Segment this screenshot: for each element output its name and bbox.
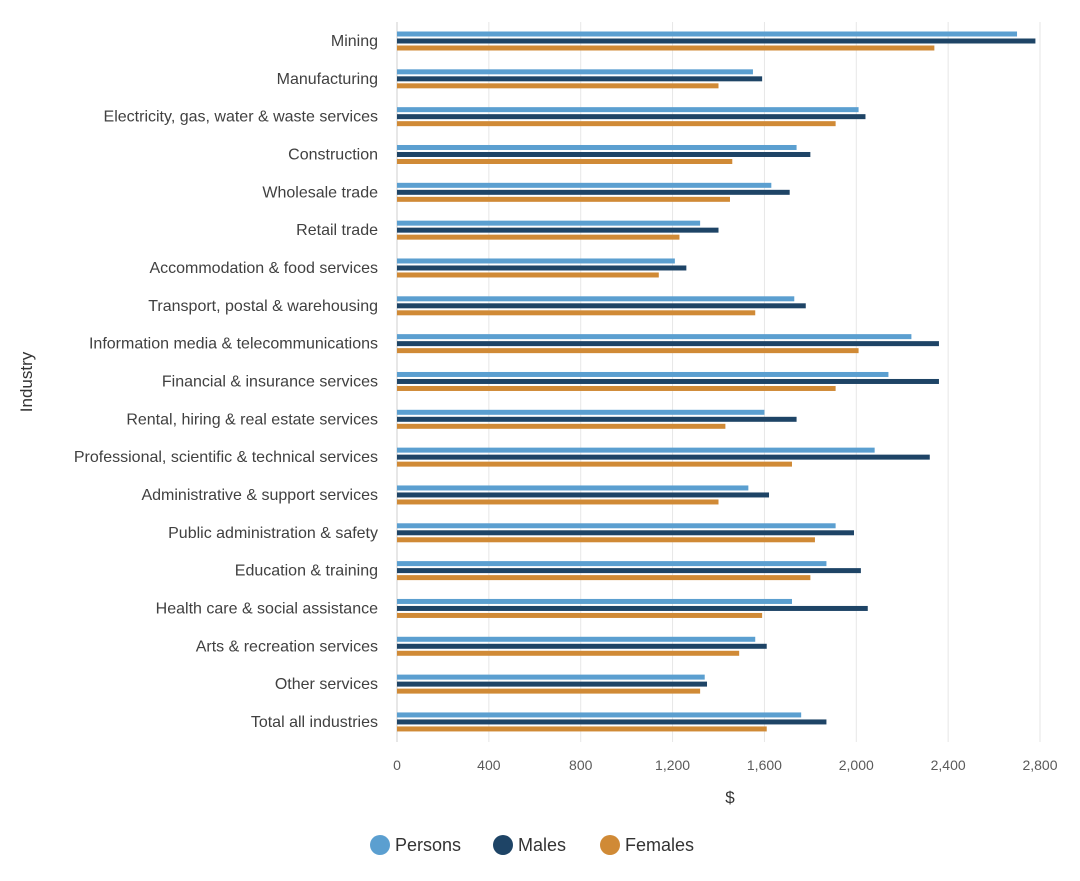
x-tick-label: 2,800 xyxy=(1022,757,1057,773)
bar-persons xyxy=(397,636,756,642)
category-label: Information media & telecommunications xyxy=(89,336,378,353)
x-tick-label: 0 xyxy=(393,757,401,773)
legend-marker-males xyxy=(493,835,513,855)
bar-females xyxy=(397,612,763,618)
bar-females xyxy=(397,234,680,240)
category-label: Rental, hiring & real estate services xyxy=(126,411,378,428)
bar-females xyxy=(397,688,701,694)
bar-females xyxy=(397,272,659,278)
bar-females xyxy=(397,121,836,127)
x-tick-label: 800 xyxy=(569,757,593,773)
category-label: Construction xyxy=(288,146,378,163)
bar-males xyxy=(397,492,770,498)
bar-persons xyxy=(397,107,859,113)
x-tick-label: 1,600 xyxy=(747,757,782,773)
bar-females xyxy=(397,196,730,202)
category-label: Wholesale trade xyxy=(262,184,378,201)
bar-males xyxy=(397,530,854,536)
bar-males xyxy=(397,454,930,460)
bars xyxy=(397,31,1036,732)
bar-males xyxy=(397,681,708,687)
category-label: Manufacturing xyxy=(277,71,378,88)
bar-males xyxy=(397,378,939,384)
bar-males xyxy=(397,227,719,233)
category-labels: Mining Manufacturing Electricity, gas, wat… xyxy=(74,33,378,731)
bar-males xyxy=(397,643,767,649)
category-label: Total all industries xyxy=(251,714,378,731)
bar-persons xyxy=(397,31,1018,37)
bar-females xyxy=(397,310,756,316)
x-axis-title: $ xyxy=(725,788,735,807)
legend-marker-persons xyxy=(370,835,390,855)
bar-persons xyxy=(397,258,675,264)
bar-persons xyxy=(397,144,797,150)
bar-persons xyxy=(397,334,912,340)
legend-marker-females xyxy=(600,835,620,855)
bar-females xyxy=(397,537,815,543)
bar-males xyxy=(397,189,790,195)
category-label: Health care & social assistance xyxy=(156,600,378,617)
bar-persons xyxy=(397,69,753,75)
bar-males xyxy=(397,719,827,725)
category-label: Transport, postal & warehousing xyxy=(148,298,378,315)
legend-label: Males xyxy=(518,835,566,855)
bar-females xyxy=(397,499,719,505)
bar-females xyxy=(397,45,935,51)
bar-females xyxy=(397,385,836,391)
category-label: Professional, scientific & technical ser… xyxy=(74,449,378,466)
bar-persons xyxy=(397,598,792,604)
x-tick-labels: 0 400 800 1,200 1,600 2,000 2,400 2,800 xyxy=(393,757,1058,773)
bar-males xyxy=(397,416,797,422)
x-tick-label: 2,400 xyxy=(931,757,966,773)
bar-males xyxy=(397,151,811,157)
category-label: Retail trade xyxy=(296,222,378,239)
x-tick-label: 1,200 xyxy=(655,757,690,773)
category-label: Accommodation & food services xyxy=(149,260,378,277)
bar-persons xyxy=(397,447,875,453)
bar-females xyxy=(397,83,719,89)
bar-persons xyxy=(397,674,705,680)
bar-females xyxy=(397,726,767,732)
category-label: Administrative & support services xyxy=(141,487,378,504)
legend-label: Females xyxy=(625,835,694,855)
bar-males xyxy=(397,114,866,120)
bar-persons xyxy=(397,485,749,491)
bar-males xyxy=(397,265,687,271)
bar-persons xyxy=(397,220,701,226)
category-label: Public administration & safety xyxy=(168,525,378,542)
legend-label: Persons xyxy=(395,835,461,855)
bar-persons xyxy=(397,712,802,718)
bar-males xyxy=(397,76,763,82)
category-label: Education & training xyxy=(235,563,378,580)
category-label: Mining xyxy=(331,33,378,50)
x-tick-label: 400 xyxy=(477,757,501,773)
bar-males xyxy=(397,38,1036,44)
bar-females xyxy=(397,650,740,656)
category-label: Arts & recreation services xyxy=(196,638,378,655)
bar-persons xyxy=(397,523,836,529)
bar-females xyxy=(397,575,811,581)
bar-males xyxy=(397,605,868,611)
x-tick-label: 2,000 xyxy=(839,757,874,773)
bar-females xyxy=(397,158,733,164)
bar-females xyxy=(397,348,859,354)
bar-males xyxy=(397,303,806,309)
bar-persons xyxy=(397,371,889,377)
category-label: Electricity, gas, water & waste services xyxy=(104,109,378,126)
bar-persons xyxy=(397,561,827,567)
bar-females xyxy=(397,461,792,467)
y-axis-title: Industry xyxy=(17,351,36,412)
bar-persons xyxy=(397,182,772,188)
bar-females xyxy=(397,423,726,429)
bar-males xyxy=(397,341,939,347)
category-label: Other services xyxy=(275,676,378,693)
bar-persons xyxy=(397,296,795,302)
bar-persons xyxy=(397,409,765,415)
category-label: Financial & insurance services xyxy=(162,373,378,390)
legend: Persons Males Females xyxy=(370,835,694,855)
bar-males xyxy=(397,568,861,574)
